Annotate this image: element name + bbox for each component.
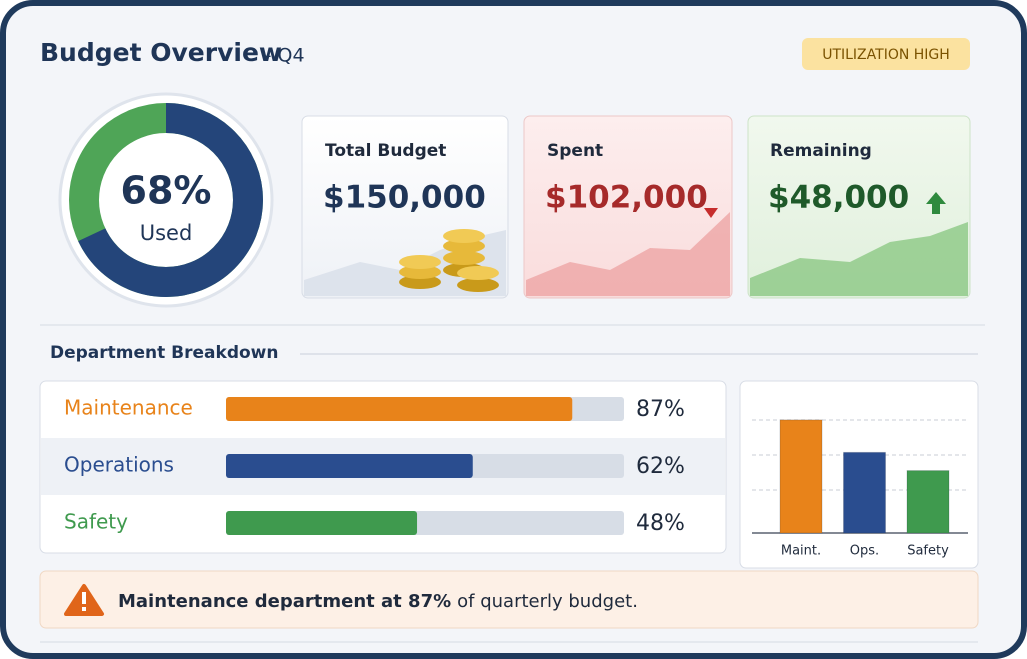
card-value: $102,000 — [545, 180, 708, 216]
sparkline — [526, 212, 730, 296]
mini-label: Safety — [907, 544, 949, 559]
alert-strong: Maintenance department at 87% — [118, 591, 451, 612]
card-value: $150,000 — [323, 180, 486, 216]
gauge-arc — [69, 103, 263, 297]
alert — [39, 570, 979, 629]
coins — [399, 229, 499, 292]
gauge-caption: Used — [140, 221, 193, 245]
mini-bar — [843, 451, 886, 534]
row-name: Operations — [64, 453, 174, 477]
row-name: Safety — [64, 510, 128, 534]
up-arrow — [926, 192, 946, 214]
badge — [802, 38, 970, 70]
row-name: Maintenance — [64, 396, 193, 420]
mini-label: Maint. — [781, 544, 821, 559]
mini-bar — [906, 470, 950, 534]
card-title: Remaining — [770, 141, 872, 161]
section-title: Department Breakdown — [50, 343, 279, 363]
down-arrow — [704, 208, 718, 218]
row-value: 62% — [636, 454, 685, 479]
alert-text: of quarterly budget. — [457, 591, 638, 612]
subtitle: – Q4 — [262, 45, 305, 67]
card-value: $48,000 — [768, 180, 909, 216]
title: Budget Overview — [40, 38, 282, 67]
warning-icon — [82, 607, 86, 611]
row-value: 48% — [636, 511, 685, 536]
sparkline — [750, 222, 968, 296]
card-title: Spent — [547, 141, 603, 161]
gauge-label: 68% — [121, 169, 212, 213]
mini-bar — [779, 419, 823, 534]
warning-icon — [82, 592, 86, 604]
row-value: 87% — [636, 397, 685, 422]
card-title: Total Budget — [325, 141, 446, 161]
badge-text: UTILIZATION HIGH — [822, 47, 950, 63]
mini-label: Ops. — [850, 544, 879, 559]
bar — [226, 511, 418, 535]
bar — [226, 397, 573, 421]
bar — [226, 454, 473, 478]
